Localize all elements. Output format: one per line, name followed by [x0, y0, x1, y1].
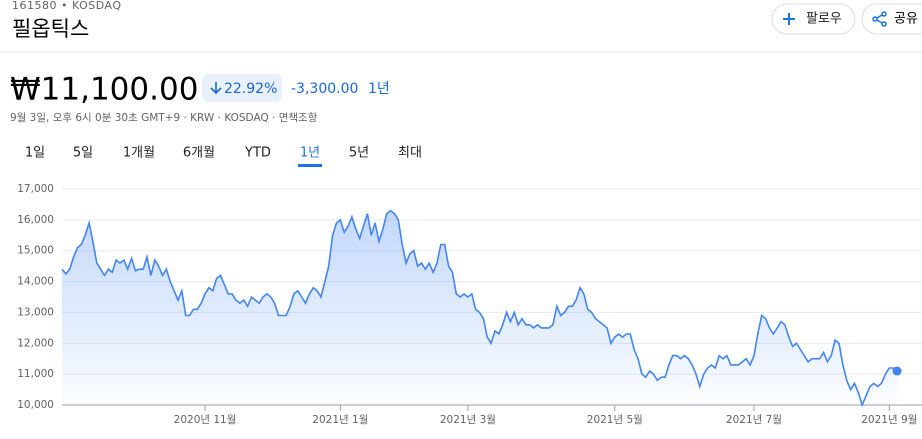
price-area — [62, 210, 897, 405]
down-arrow — [210, 82, 222, 95]
x-tick-label: 2021년 7월 — [726, 414, 782, 426]
change-pct: 22.92% — [224, 81, 277, 97]
plus-icon[interactable] — [783, 13, 795, 25]
y-tick-label: 16,000 — [17, 214, 54, 226]
y-tick-label: 17,000 — [17, 183, 54, 195]
x-tick-label: 2021년 5월 — [587, 414, 643, 426]
x-tick-label: 2020년 11월 — [174, 414, 237, 426]
share-icon[interactable] — [872, 11, 887, 27]
range-tab[interactable]: 6개월 — [183, 146, 215, 161]
change-badge — [202, 74, 282, 102]
follow-button[interactable]: 팔로우 — [771, 3, 856, 35]
price: ₩11,100.00 — [10, 72, 198, 108]
share-label[interactable]: 공유 — [894, 12, 918, 27]
x-tick-label: 2021년 1월 — [312, 414, 368, 426]
range-tab[interactable]: 1개월 — [123, 146, 155, 161]
y-tick-label: 13,000 — [17, 306, 54, 318]
range-tab[interactable]: 5년 — [349, 146, 369, 161]
follow-button-bg[interactable] — [771, 3, 856, 35]
y-tick-label: 12,000 — [17, 337, 54, 349]
range-tab[interactable]: 5일 — [73, 146, 93, 161]
change-value: -3,300.00 — [291, 81, 358, 97]
price-line — [61, 209, 898, 408]
exchange: 161580 • KOSDAQ — [12, 0, 122, 12]
y-tick-label: 14,000 — [17, 276, 54, 288]
share-button-bg[interactable] — [861, 3, 922, 35]
selected-tab-underline — [298, 164, 322, 167]
share-button[interactable]: 공유 — [861, 3, 922, 35]
change-period: 1년 — [368, 81, 390, 97]
quote-meta: 9월 3일, 오후 6시 0분 30초 GMT+9 · KRW · KOSDAQ… — [10, 111, 318, 124]
last-price-dot — [892, 366, 902, 376]
y-tick-label: 11,000 — [17, 368, 54, 380]
range-tab[interactable]: 최대 — [398, 146, 422, 161]
follow-label[interactable]: 팔로우 — [806, 12, 842, 27]
range-tab[interactable]: 1년 — [300, 146, 320, 161]
range-tab[interactable]: 1일 — [25, 146, 45, 161]
range-tab[interactable]: YTD — [244, 146, 271, 161]
x-tick-label: 2021년 3월 — [440, 414, 496, 426]
x-tick-label: 2021년 9월 — [861, 414, 917, 426]
y-tick-label: 10,000 — [17, 399, 54, 411]
stock-title: 필옵틱스 — [12, 17, 89, 41]
y-tick-label: 15,000 — [17, 245, 54, 257]
